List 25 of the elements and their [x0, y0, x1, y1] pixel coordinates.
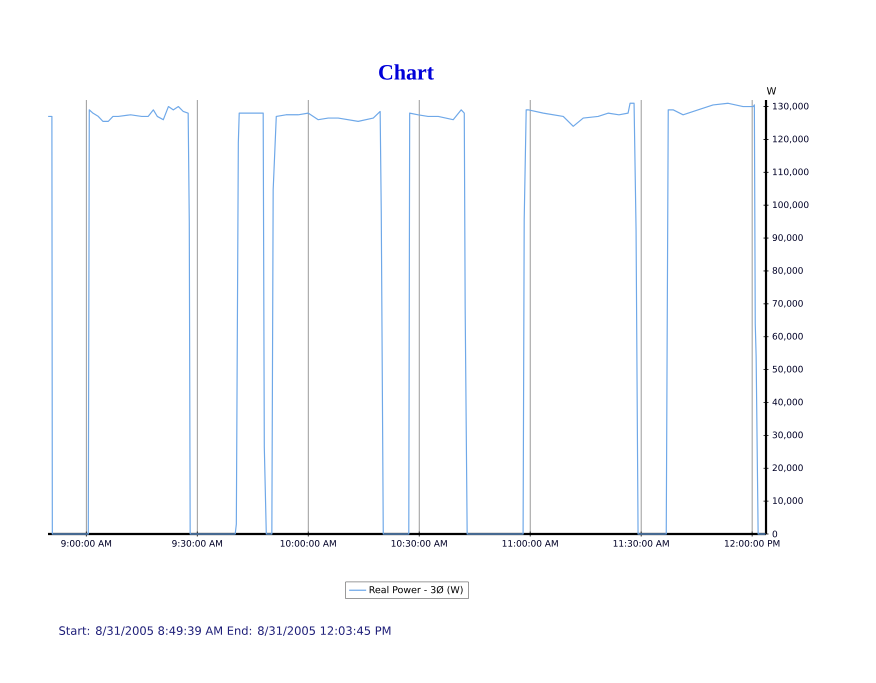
text: Start: 8/31/2005 8:49:39 AM End: 8/31/2005 12:03:45 PM: [59, 626, 390, 636]
y-tick-label: 70,000: [772, 300, 803, 308]
x-tick-label: 10:00:00 AM: [280, 540, 336, 547]
y-tick-label: 10,000: [773, 497, 803, 505]
y-axis-title: W: [766, 87, 776, 94]
x-tick-label: 9:30:00 AM: [172, 540, 222, 547]
x-tick-label: 12:00:00 PM: [724, 540, 780, 547]
y-tick-label: 50,000: [772, 366, 803, 374]
y-tick-label: 20,000: [772, 464, 803, 472]
chart-title: Chart: [379, 64, 434, 80]
x-tick-label: 11:30:00 AM: [614, 540, 669, 547]
x-tick-label: 11:00:00 AM: [502, 540, 558, 547]
y-tick-label: 120,000: [773, 136, 808, 144]
y-tick-label: 130,000: [773, 102, 808, 110]
y-tick-label: 80,000: [772, 267, 803, 275]
legend-label: Real Power - 3Ø (W): [370, 586, 463, 594]
y-tick-label: 30,000: [772, 432, 803, 440]
y-tick-label: 90,000: [772, 234, 803, 242]
y-tick-label: 60,000: [772, 332, 803, 341]
x-tick-label: 10:30:00 AM: [392, 540, 447, 547]
y-tick-label: 40,000: [772, 398, 803, 406]
x-tick-label: 9:00:00 AM: [61, 540, 112, 547]
y-tick-label: 110,000: [773, 168, 808, 176]
y-tick-label: 100,000: [773, 201, 808, 210]
y-tick-label: 0: [772, 530, 778, 538]
